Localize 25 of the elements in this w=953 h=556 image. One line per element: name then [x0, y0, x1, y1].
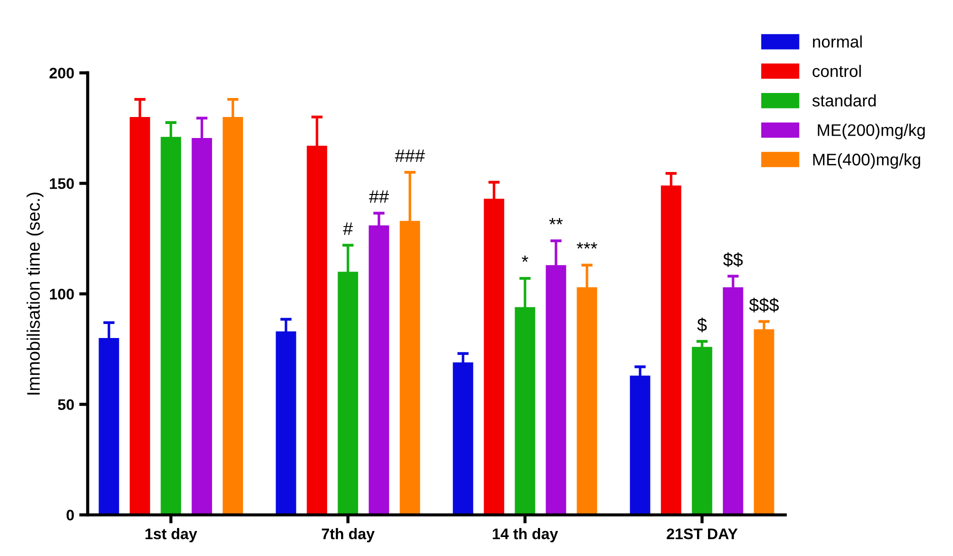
y-tick-label: 200: [50, 68, 74, 79]
legend-label: ME(200)mg/kg: [818, 124, 925, 140]
x-tick-label: 1st day: [146, 528, 198, 542]
y-tick-label: 50: [58, 399, 74, 410]
legend-label: control: [812, 64, 861, 78]
x-tick-label: 7th day: [322, 528, 375, 542]
x-tick-label: 14 th day: [492, 528, 558, 542]
annotation: $$$: [749, 298, 779, 312]
y-tick-label: 100: [50, 288, 74, 300]
annotation: **: [549, 218, 563, 224]
bar: [692, 346, 712, 515]
annotation: $: [697, 318, 707, 332]
annotation: ***: [576, 242, 598, 249]
y-axis-title: Immobilisation time (sec.): [26, 192, 44, 395]
annotation: ##: [368, 190, 389, 203]
annotation: ###: [394, 150, 425, 162]
x-tick-label: 21ST DAY: [666, 528, 738, 540]
annotation: #: [343, 222, 353, 235]
legend-label: ME(400)mg/kg: [813, 153, 920, 169]
legend-label: normal: [813, 35, 862, 48]
annotation: *: [522, 256, 528, 262]
legend-label: standard: [812, 94, 876, 107]
y-tick-label: 150: [50, 178, 74, 190]
annotation: $$: [723, 252, 743, 268]
y-tick-label: 0: [66, 510, 74, 521]
